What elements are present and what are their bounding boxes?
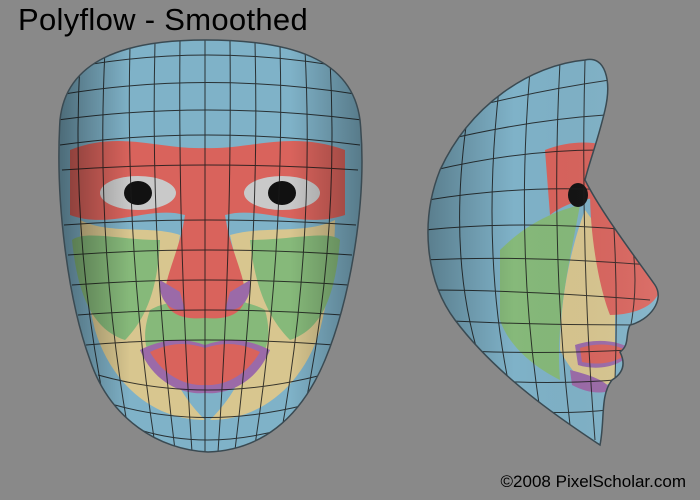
image-title: Polyflow - Smoothed (18, 2, 308, 37)
side-face (427, 58, 659, 447)
copyright-credit: ©2008 PixelScholar.com (500, 472, 686, 491)
front-face (58, 39, 363, 453)
